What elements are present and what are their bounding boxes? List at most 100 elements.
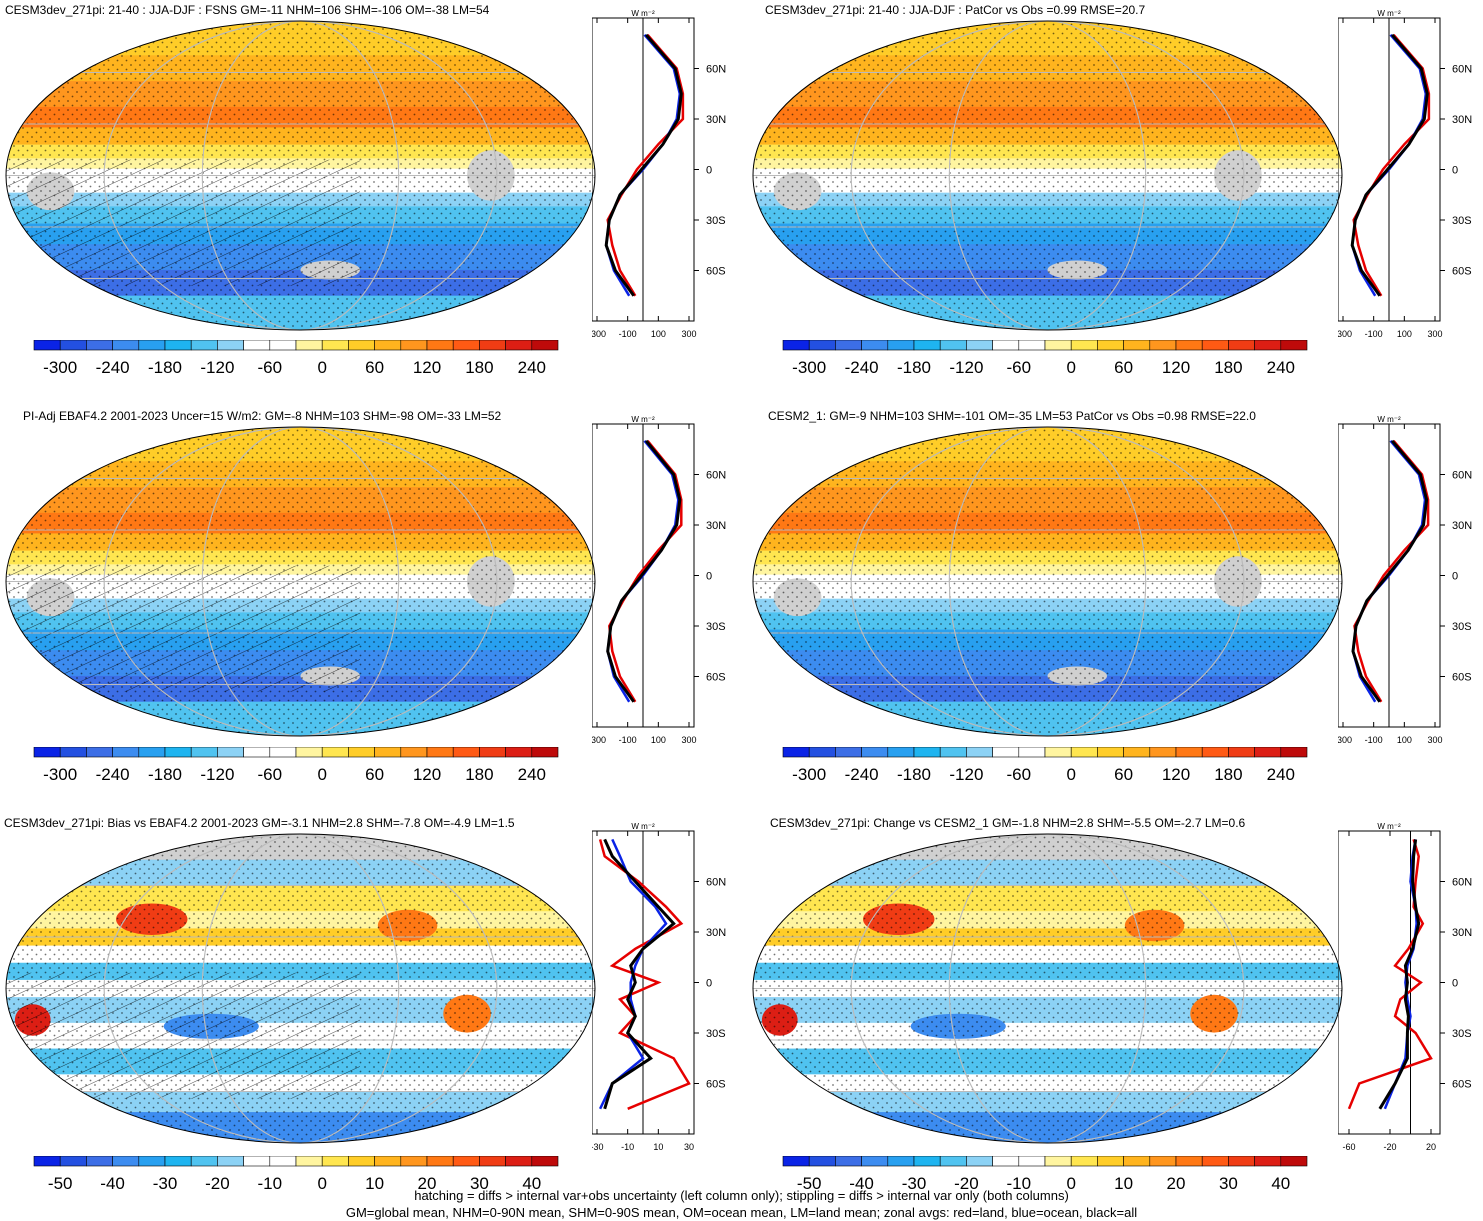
lat-tick-label: 0 — [1452, 165, 1458, 177]
zonal-mean-plot: W m⁻² 60N 30N 0 30S 60S -30 -10 10 30 — [592, 823, 726, 1152]
colorbar-swatch — [782, 340, 810, 351]
lat-tick-label: 60S — [706, 1079, 726, 1091]
colorbar-label: -180 — [897, 358, 931, 377]
zonal-mean-plot: W m⁻² 60N 30N 0 30S 60S -60 -20 20 — [1338, 823, 1472, 1152]
lat-tick-label: 30S — [706, 621, 726, 633]
colorbar-swatch — [138, 1156, 166, 1167]
colorbar-swatch — [913, 340, 941, 351]
colorbar-swatch — [1228, 1156, 1255, 1167]
colorbar-swatch — [321, 340, 349, 351]
x-tick-label: 100 — [651, 329, 666, 339]
colorbar-swatch — [1149, 340, 1177, 351]
lat-tick-label: 60S — [1452, 266, 1472, 278]
lat-tick-label: 30S — [706, 1028, 726, 1040]
colorbar-swatch — [1044, 340, 1072, 351]
zonal-mean-plot: W m⁻² 60N 30N 0 30S 60S -300 -100 100 300 — [592, 416, 726, 745]
colorbar-label: -120 — [949, 358, 983, 377]
colorbar-swatch — [33, 1156, 61, 1167]
colorbar-swatch — [505, 747, 533, 758]
colorbar-swatch — [1228, 340, 1255, 351]
colorbar-label: 0 — [317, 358, 326, 377]
colorbar-swatch — [966, 747, 993, 758]
graticule-line — [850, 427, 1245, 736]
map-border — [5, 20, 596, 331]
colorbar-label: -60 — [258, 358, 283, 377]
zonal-all-line — [604, 33, 683, 297]
graticule-line — [201, 834, 400, 1143]
map-projection — [5, 20, 596, 331]
lat-tick-label: 30N — [706, 927, 726, 939]
zonal-land-line — [1347, 839, 1433, 1110]
x-tick-label: -300 — [592, 329, 606, 339]
colorbar-swatch — [295, 747, 323, 758]
colorbar-label: 120 — [1162, 765, 1190, 784]
colorbar: -50-40-30-20-1001020304050 — [33, 1156, 559, 1193]
x-tick-label: -30 — [592, 1142, 604, 1152]
lat-tick-label: 60S — [706, 672, 726, 684]
lat-tick-label: 0 — [1452, 978, 1458, 990]
colorbar-label: -300 — [792, 358, 826, 377]
colorbar-swatch — [1123, 1156, 1151, 1167]
x-tick-label: 100 — [1397, 735, 1412, 745]
colorbar-swatch — [426, 340, 454, 351]
colorbar-swatch — [269, 340, 297, 351]
graticule-line — [103, 21, 498, 330]
colorbar-swatch — [1201, 747, 1229, 758]
graticule-line — [948, 427, 1147, 736]
colorbar: -300-240-180-120-60060120180240300 — [33, 340, 559, 377]
colorbar-swatch — [59, 1156, 87, 1167]
zonal-all-line — [603, 838, 676, 1110]
zonal-units-label: W m⁻² — [1377, 823, 1401, 831]
colorbar-swatch — [939, 1156, 967, 1167]
colorbar-label: -120 — [200, 765, 234, 784]
lat-tick-label: 60N — [706, 877, 726, 889]
x-tick-label: -100 — [1365, 329, 1383, 339]
colorbar-label: -240 — [845, 765, 879, 784]
colorbar-label: -180 — [897, 765, 931, 784]
colorbar-label: 180 — [1214, 765, 1242, 784]
colorbar-swatch — [1228, 747, 1255, 758]
colorbar-swatch — [835, 747, 862, 758]
colorbar-swatch — [505, 1156, 533, 1167]
colorbar-swatch — [939, 340, 967, 351]
lat-tick-label: 60S — [1452, 672, 1472, 684]
colorbar: -300-240-180-120-60060120180240300 — [782, 747, 1308, 784]
map-projection — [752, 426, 1343, 737]
graticule-line — [103, 834, 498, 1143]
colorbar-swatch — [452, 340, 480, 351]
colorbar-label: -300 — [792, 765, 826, 784]
colorbar-swatch — [348, 340, 375, 351]
zonal-units-label: W m⁻² — [631, 416, 655, 424]
zonal-units-label: W m⁻² — [1377, 416, 1401, 424]
colorbar-label: -120 — [200, 358, 234, 377]
x-tick-label: 300 — [681, 329, 696, 339]
x-tick-label: 30 — [684, 1142, 694, 1152]
colorbar-label: 180 — [465, 765, 493, 784]
lat-tick-label: 60S — [706, 266, 726, 278]
colorbar-label: -300 — [43, 358, 77, 377]
colorbar-swatch — [243, 340, 271, 351]
colorbar-swatch — [86, 1156, 113, 1167]
lat-tick-label: 30S — [1452, 1028, 1472, 1040]
lat-tick-label: 30N — [1452, 927, 1472, 939]
colorbar-label: 20 — [1167, 1174, 1186, 1193]
graticule-line — [201, 427, 400, 736]
colorbar-label: -120 — [949, 765, 983, 784]
colorbar-swatch — [1175, 340, 1203, 351]
x-tick-label: 100 — [651, 735, 666, 745]
zonal-units-label: W m⁻² — [631, 823, 655, 831]
colorbar-swatch — [426, 747, 454, 758]
colorbar-swatch — [295, 1156, 323, 1167]
colorbar-label: -60 — [258, 765, 283, 784]
colorbar-swatch — [1097, 747, 1124, 758]
colorbar-swatch — [1123, 340, 1151, 351]
colorbar-label: 120 — [1162, 358, 1190, 377]
colorbar-swatch — [1149, 1156, 1177, 1167]
zonal-mean-plot: W m⁻² 60N 30N 0 30S 60S -300 -100 100 300 — [592, 10, 726, 339]
zonal-land-line — [1352, 33, 1431, 297]
colorbar-swatch — [164, 340, 192, 351]
graticule-line — [850, 21, 1245, 330]
colorbar-swatch — [400, 340, 428, 351]
colorbar-swatch — [190, 1156, 218, 1167]
colorbar-label: 120 — [413, 358, 441, 377]
